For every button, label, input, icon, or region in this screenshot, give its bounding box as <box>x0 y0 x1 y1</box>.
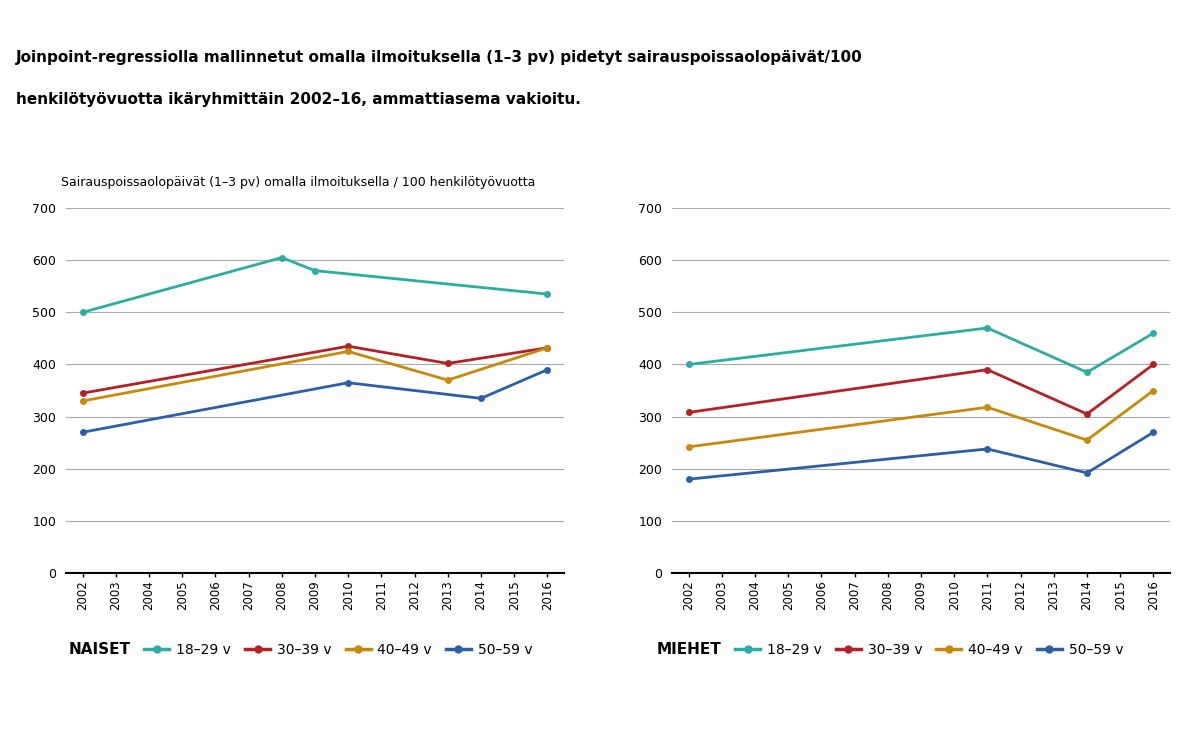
Text: Sairauspoissaolopäivät (1–3 pv) omalla ilmoituksella / 100 henkilötyövuotta: Sairauspoissaolopäivät (1–3 pv) omalla i… <box>61 176 535 189</box>
Text: Joinpoint-regressiolla mallinnetut omalla ilmoituksella (1–3 pv) pidetyt sairaus: Joinpoint-regressiolla mallinnetut omall… <box>16 50 863 65</box>
Text: henkilötyövuotta ikäryhmittäin 2002–16, ammattiasema vakioitu.: henkilötyövuotta ikäryhmittäin 2002–16, … <box>16 92 581 107</box>
Legend: MIEHET, 18–29 v, 30–39 v, 40–49 v, 50–59 v: MIEHET, 18–29 v, 30–39 v, 40–49 v, 50–59… <box>619 637 1129 663</box>
Text: KUVIO 2.: KUVIO 2. <box>16 15 98 32</box>
